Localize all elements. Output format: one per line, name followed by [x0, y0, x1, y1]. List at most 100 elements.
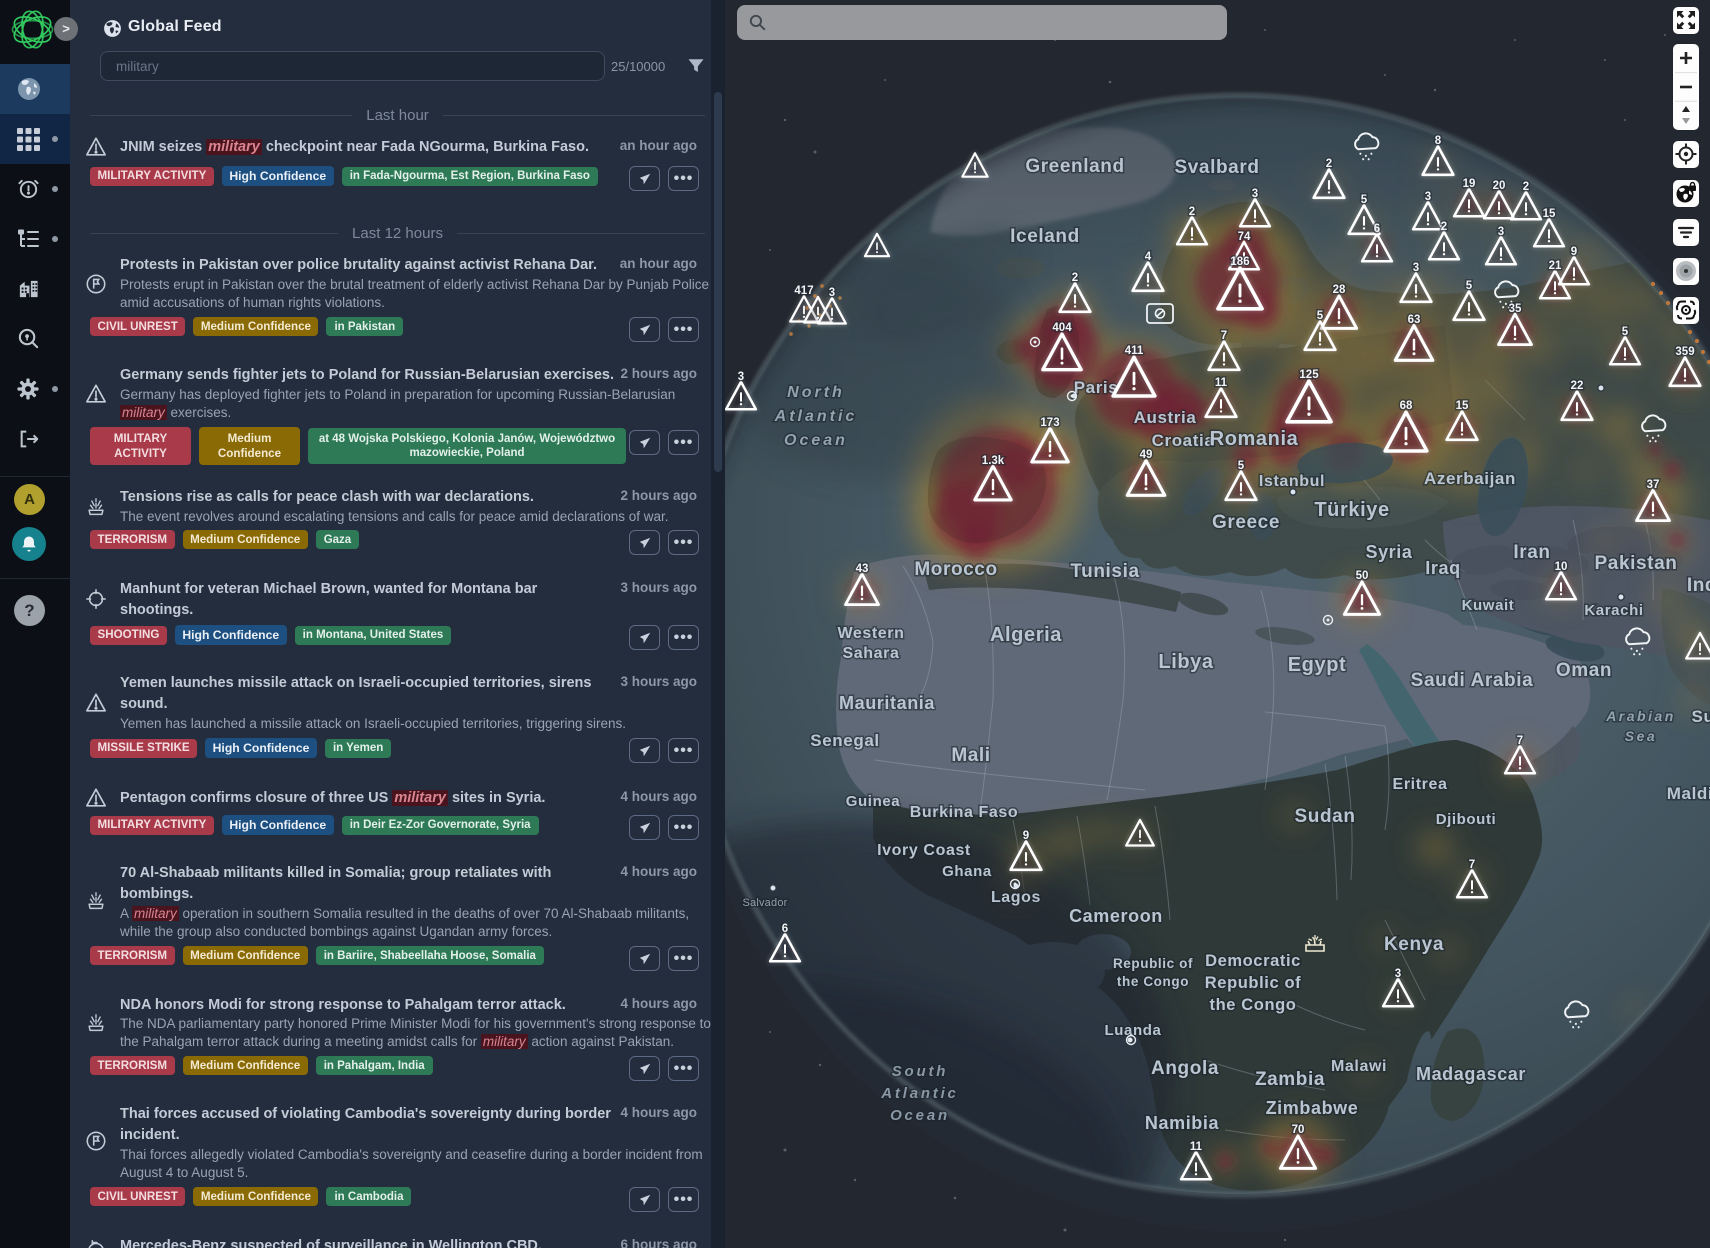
svg-text:Morocco: Morocco [914, 559, 997, 580]
svg-text:Luanda: Luanda [1105, 1022, 1162, 1039]
svg-text:3: 3 [1395, 968, 1401, 980]
svg-text:Mali: Mali [951, 745, 990, 766]
svg-text:417: 417 [794, 285, 813, 297]
svg-text:Burkina Faso: Burkina Faso [910, 804, 1019, 821]
svg-text:Egypt: Egypt [1288, 654, 1347, 676]
svg-text:7: 7 [1469, 859, 1475, 871]
svg-text:5: 5 [1622, 326, 1629, 338]
svg-text:Republic of: Republic of [1113, 956, 1193, 971]
svg-text:74: 74 [1238, 231, 1251, 243]
svg-text:35: 35 [1509, 303, 1522, 315]
svg-text:Greece: Greece [1212, 512, 1280, 533]
svg-text:Democratic: Democratic [1205, 952, 1301, 970]
svg-text:37: 37 [1647, 479, 1660, 491]
svg-text:6: 6 [782, 923, 788, 935]
svg-text:Su: Su [1692, 707, 1710, 726]
svg-text:Ocean: Ocean [784, 432, 848, 449]
svg-text:Saudi Arabia: Saudi Arabia [1411, 670, 1534, 691]
svg-text:5: 5 [1317, 310, 1324, 322]
svg-text:Sahara: Sahara [843, 645, 900, 662]
svg-text:Istanbul: Istanbul [1259, 473, 1325, 490]
svg-text:Karachi: Karachi [1584, 602, 1643, 619]
svg-text:Arabian: Arabian [1605, 708, 1676, 724]
svg-text:43: 43 [856, 563, 869, 575]
svg-text:Oman: Oman [1556, 660, 1612, 681]
svg-text:Libya: Libya [1158, 651, 1214, 673]
svg-text:2: 2 [1189, 206, 1195, 218]
svg-text:50: 50 [1356, 570, 1369, 582]
svg-text:15: 15 [1543, 208, 1556, 220]
svg-text:6: 6 [1374, 223, 1380, 235]
svg-text:Tunisia: Tunisia [1070, 561, 1139, 582]
svg-text:Djibouti: Djibouti [1436, 811, 1497, 828]
svg-text:South: South [892, 1063, 949, 1080]
svg-text:28: 28 [1333, 284, 1346, 296]
svg-text:10: 10 [1555, 561, 1568, 573]
svg-text:70: 70 [1292, 1124, 1305, 1136]
svg-text:359: 359 [1675, 346, 1694, 358]
svg-text:the Congo: the Congo [1210, 996, 1297, 1014]
svg-text:Romania: Romania [1210, 428, 1299, 450]
svg-text:Algeria: Algeria [990, 624, 1062, 646]
svg-text:Guinea: Guinea [846, 793, 901, 810]
svg-text:Republic of: Republic of [1205, 974, 1301, 992]
svg-text:Cameroon: Cameroon [1069, 906, 1163, 926]
svg-text:7: 7 [1517, 735, 1523, 747]
svg-text:2: 2 [1072, 272, 1078, 284]
svg-text:68: 68 [1400, 400, 1413, 412]
svg-text:21: 21 [1549, 260, 1562, 272]
svg-text:Iran: Iran [1513, 542, 1550, 563]
svg-text:4: 4 [1145, 251, 1152, 263]
svg-text:9: 9 [1023, 830, 1029, 842]
svg-text:North: North [787, 384, 845, 401]
svg-text:404: 404 [1052, 322, 1072, 334]
svg-text:Zimbabwe: Zimbabwe [1266, 1098, 1359, 1118]
svg-text:2: 2 [1523, 181, 1529, 193]
svg-text:49: 49 [1140, 449, 1153, 461]
svg-text:15: 15 [1456, 400, 1469, 412]
svg-text:8: 8 [1435, 135, 1442, 147]
svg-text:Türkiye: Türkiye [1314, 499, 1389, 521]
svg-text:Maldi: Maldi [1667, 784, 1710, 803]
svg-text:3: 3 [738, 371, 744, 383]
svg-text:Sudan: Sudan [1294, 806, 1355, 827]
svg-text:Iceland: Iceland [1010, 226, 1080, 247]
svg-text:63: 63 [1408, 314, 1421, 326]
svg-text:the Congo: the Congo [1117, 974, 1189, 989]
svg-text:Malawi: Malawi [1331, 1058, 1387, 1075]
svg-text:7: 7 [1221, 330, 1227, 342]
svg-text:3: 3 [1425, 191, 1431, 203]
svg-text:Kenya: Kenya [1384, 934, 1444, 955]
svg-text:Iraq: Iraq [1425, 558, 1460, 578]
svg-text:9: 9 [1571, 246, 1577, 258]
svg-text:11: 11 [1190, 1141, 1203, 1153]
svg-text:Ind: Ind [1687, 575, 1710, 596]
svg-text:22: 22 [1571, 380, 1584, 392]
svg-text:411: 411 [1125, 345, 1144, 357]
svg-text:Pakistan: Pakistan [1595, 553, 1678, 574]
svg-text:Croatia: Croatia [1152, 431, 1215, 450]
svg-text:2: 2 [1441, 221, 1447, 233]
svg-text:3: 3 [1498, 226, 1504, 238]
svg-text:2: 2 [1326, 158, 1332, 170]
svg-text:Lagos: Lagos [991, 889, 1041, 906]
svg-text:Namibia: Namibia [1145, 1113, 1220, 1133]
svg-text:Kuwait: Kuwait [1462, 597, 1515, 614]
svg-text:3: 3 [1252, 188, 1258, 200]
svg-text:Madagascar: Madagascar [1416, 1064, 1526, 1084]
svg-text:Azerbaijan: Azerbaijan [1424, 469, 1516, 488]
svg-text:Ghana: Ghana [942, 863, 992, 880]
svg-text:Greenland: Greenland [1025, 156, 1124, 177]
svg-text:Senegal: Senegal [810, 731, 879, 750]
svg-text:Ocean: Ocean [890, 1107, 950, 1124]
svg-text:Svalbard: Svalbard [1174, 157, 1259, 178]
svg-text:Syria: Syria [1365, 542, 1412, 562]
svg-text:3: 3 [829, 287, 835, 299]
svg-text:19: 19 [1463, 178, 1476, 190]
svg-text:Salvador: Salvador [742, 897, 787, 909]
svg-text:1.3k: 1.3k [982, 455, 1005, 467]
svg-text:5: 5 [1361, 194, 1368, 206]
svg-text:186: 186 [1230, 256, 1249, 268]
svg-text:Paris: Paris [1074, 378, 1119, 397]
svg-text:Mauritania: Mauritania [839, 693, 935, 713]
